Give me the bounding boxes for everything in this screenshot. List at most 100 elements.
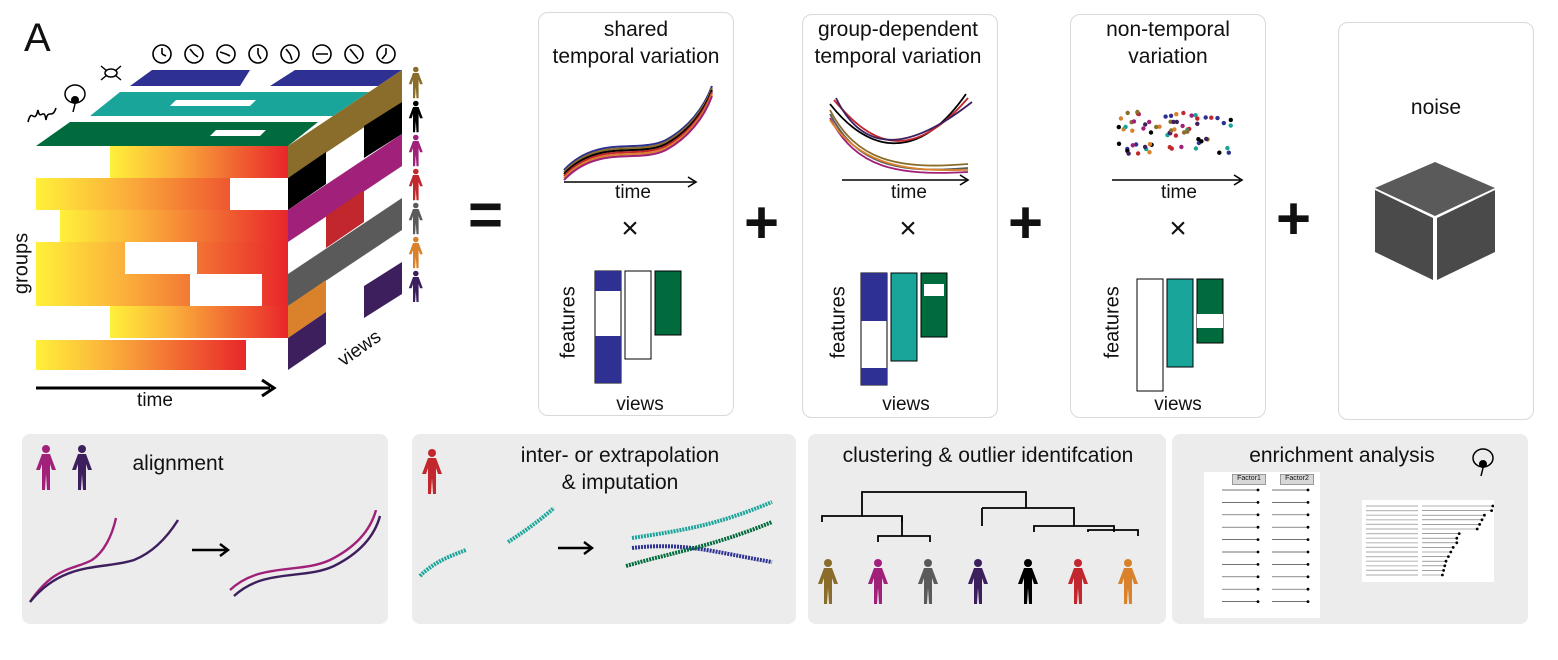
alignment-figures — [36, 445, 92, 490]
clock-icons — [152, 44, 396, 64]
weight-dot — [1256, 600, 1260, 603]
scatter-dot — [1126, 151, 1131, 156]
scatter-dot — [1225, 145, 1230, 151]
weight-dot — [1306, 501, 1310, 504]
weight-dot — [1306, 600, 1310, 603]
weights-dots — [1222, 488, 1310, 603]
scatter-dot — [1123, 124, 1128, 130]
scatter-dot — [1130, 128, 1135, 133]
shared-curves — [563, 85, 713, 188]
scatter-dot — [1179, 144, 1184, 150]
interp-curves — [418, 500, 773, 578]
side-band-olive — [288, 70, 402, 178]
lollipop-dot — [1455, 536, 1459, 540]
weight-dot — [1256, 538, 1260, 541]
side-band-magenta — [288, 134, 402, 242]
scatter-dot — [1199, 139, 1204, 144]
nontemp-times: × — [1169, 212, 1187, 245]
enrichment-lollipops — [1366, 504, 1494, 577]
lollipop-dot — [1447, 555, 1450, 558]
cluster-figures — [818, 559, 1138, 604]
lollipop-dot — [1491, 504, 1494, 508]
scatter-dot — [1180, 123, 1185, 129]
scatter-dot — [1217, 150, 1222, 155]
fly-icon — [100, 65, 122, 81]
scatter-dot — [1133, 142, 1139, 147]
scatter-dot — [1143, 122, 1148, 127]
weights-plot — [1204, 472, 1320, 618]
shared-times: × — [621, 212, 639, 245]
heat-row-6 — [110, 306, 288, 338]
enrich-mouse-icon — [1472, 448, 1494, 477]
scatter-dot — [1148, 130, 1154, 135]
weight-dot — [1306, 538, 1310, 541]
scatter-dot — [1195, 121, 1200, 126]
side-band-orange — [288, 280, 326, 338]
weight-dot — [1306, 563, 1310, 566]
scatter-dot — [1135, 151, 1141, 156]
scatter-dot — [1142, 144, 1148, 150]
cube-top-band-green — [36, 122, 318, 146]
shared-time-label: time — [615, 182, 651, 203]
shared-views-label: views — [616, 394, 664, 415]
lollipop-dot — [1480, 518, 1484, 522]
data-cube — [36, 70, 402, 398]
interp-figure — [422, 449, 442, 494]
weight-dot — [1256, 563, 1260, 566]
scatter-dot — [1221, 120, 1226, 126]
scatter-dot — [1195, 116, 1200, 121]
weight-dot — [1306, 525, 1310, 529]
lollipop-dot — [1457, 532, 1461, 535]
factor2-header: Factor2 — [1280, 474, 1314, 485]
interp-title-2: & imputation — [561, 471, 679, 494]
group-figure-2 — [408, 134, 423, 167]
lollipop-dot — [1442, 569, 1445, 572]
scatter-dot — [1116, 141, 1122, 146]
heat-row-1 — [110, 146, 288, 178]
group-figure-6 — [408, 270, 423, 302]
nontemp-title-2: variation — [1128, 45, 1208, 68]
weight-dot — [1306, 488, 1310, 492]
cluster-figure-3 — [968, 559, 988, 604]
weight-dot — [1256, 488, 1260, 492]
scatter-dot — [1193, 113, 1198, 118]
cube-top-band-navy-2 — [270, 70, 402, 86]
lollipop-dot — [1451, 546, 1455, 549]
lollipop-dot — [1443, 564, 1447, 568]
weight-dot — [1306, 513, 1310, 517]
scatter-dot — [1228, 123, 1233, 128]
scatter-dot — [1174, 119, 1179, 125]
scatter-dot — [1174, 112, 1179, 117]
weight-dot — [1256, 513, 1260, 517]
cube-top-band-navy — [130, 70, 250, 86]
scatter-dot — [1157, 124, 1162, 129]
scatter-dot — [1226, 150, 1231, 155]
side-band-black-2 — [364, 102, 402, 158]
scatter-dot — [1125, 110, 1130, 116]
scatter-dot — [1209, 115, 1214, 120]
heat-row-7 — [36, 340, 246, 370]
nontemp-time-label: time — [1161, 182, 1197, 203]
lollipop-dot — [1490, 509, 1493, 512]
weight-dot — [1306, 550, 1310, 554]
lollipop-dot — [1444, 559, 1448, 563]
group-figure-1 — [408, 100, 423, 133]
scatter-dot — [1168, 113, 1174, 118]
nontemp-title-1: non-temporal — [1106, 18, 1230, 41]
scatter-dot — [1118, 116, 1124, 121]
lollipop-dot — [1449, 550, 1453, 554]
equals-sign: = — [468, 181, 504, 248]
noise-cube-icon — [1375, 162, 1495, 280]
alignment-title: alignment — [132, 452, 224, 475]
weight-dot — [1306, 587, 1310, 591]
cluster-figure-4 — [1018, 559, 1038, 604]
lollipop-dot — [1455, 541, 1459, 545]
scatter-dot — [1163, 114, 1168, 119]
side-band-purple-2 — [364, 262, 402, 318]
weight-dot — [1256, 525, 1260, 529]
side-band-black — [288, 152, 326, 210]
group-title-1: group-dependent — [818, 18, 978, 41]
scatter-dot — [1189, 113, 1194, 118]
component-noise — [1338, 22, 1534, 420]
scatter-dot — [1173, 133, 1179, 138]
